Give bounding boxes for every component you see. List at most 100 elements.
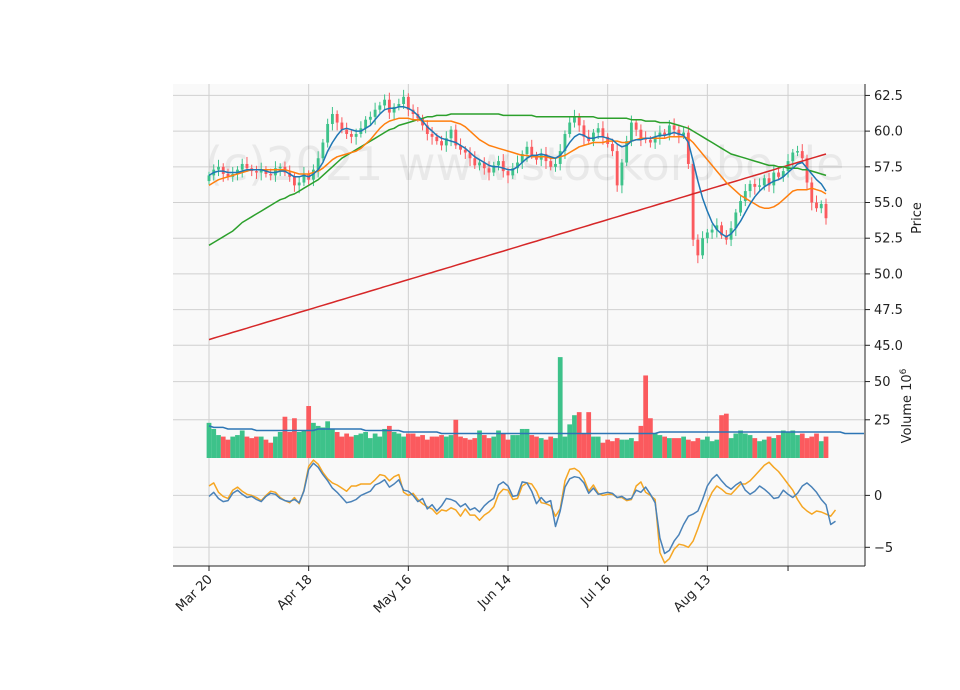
candle-body [554,163,557,167]
volume-bar [410,433,416,458]
candle-body [701,238,705,256]
candle-body [326,123,330,143]
volume-bar [600,442,606,458]
candle-body [739,201,742,213]
moving-average-short-line [208,106,827,238]
volume-bar [690,441,696,458]
candle-body [568,122,572,134]
candle-body [596,128,600,133]
price-series [207,89,828,341]
candle-body [796,151,799,153]
volume-bar [505,439,511,458]
svg-text:Volume 106: Volume 106 [899,368,915,443]
volume-bar [524,428,530,458]
price-tick-label: 47.5 [874,303,903,318]
volume-bar [458,436,463,458]
candle-body [397,103,401,107]
candle-body [691,163,695,240]
volume-bar [776,435,781,458]
volume-axis-label: Volume 106 [899,368,915,443]
volume-bar [534,436,539,458]
price-tick-label: 52.5 [874,232,903,247]
volume-bar [377,436,383,458]
candle-body [259,169,263,173]
candle-body [330,113,334,124]
candle-body [245,163,249,169]
volume-bar [244,436,250,458]
volume-bar [643,375,649,458]
volume-bar [709,441,715,458]
volume-bar [752,438,758,458]
volume-bar [591,436,596,458]
price-panel-background [173,84,865,351]
volume-bar [273,436,278,458]
volume-bar [220,436,226,458]
candle-body [601,128,605,137]
candle-body [758,185,761,187]
volume-bar [367,438,373,458]
volume-bar [434,436,440,458]
volume-bar [662,436,668,458]
volume-bar [714,439,720,458]
volume-bar [330,428,335,458]
x-tick-label: Apr 18 [274,572,315,613]
candle-body [525,146,529,154]
volume-bar [681,436,686,458]
x-tick-label: Jul 16 [577,572,614,609]
volume-bar [757,441,762,458]
volume-bar [216,435,221,458]
candle-body [592,132,595,142]
volume-bar [386,425,392,458]
volume-bar [372,433,378,458]
candle-body [767,178,771,186]
oscillator-tick-label: 0 [874,489,882,504]
volume-bar [287,432,293,458]
volume-bar [235,435,240,458]
volume-axis-label-exponent: 6 [899,368,909,374]
candle-body [705,232,709,239]
candle-body [800,151,804,159]
volume-bar [700,439,705,458]
volume-bar [538,438,544,458]
volume-bar [306,406,312,458]
volume-bar [685,439,691,458]
candle-body [696,239,700,256]
candle-body [430,133,434,137]
candle-body [610,143,614,152]
candle-body [463,149,467,153]
candle-body [615,151,619,186]
volume-bar [462,438,468,458]
candle-body [777,172,780,177]
volume-bar [277,432,283,458]
volume-bar [766,436,772,458]
candle-body [226,173,230,177]
candle-body [349,133,353,137]
volume-bar [814,433,819,458]
candle-body [762,178,766,186]
candle-body [383,99,387,106]
candle-body [406,96,410,110]
volume-bar [230,436,236,458]
volume-bar [823,436,829,458]
candle-body [506,171,510,176]
candle-body [549,161,553,167]
volume-bar [477,430,482,458]
volume-bar [671,438,677,458]
candle-body [302,173,306,183]
candle-body [449,129,453,139]
candle-body [240,163,244,170]
volume-bar [519,428,525,458]
volume-bar [353,435,359,458]
price-tick-label: 62.5 [874,89,903,104]
candle-body [440,141,443,146]
candle-body [815,202,818,209]
candle-body [316,158,320,170]
volume-bar [363,432,368,458]
candle-body [810,182,814,203]
volume-bar [263,439,269,458]
volume-bar [695,438,701,458]
candle-body [487,168,491,173]
candle-body [373,109,377,117]
volume-series [206,357,864,458]
